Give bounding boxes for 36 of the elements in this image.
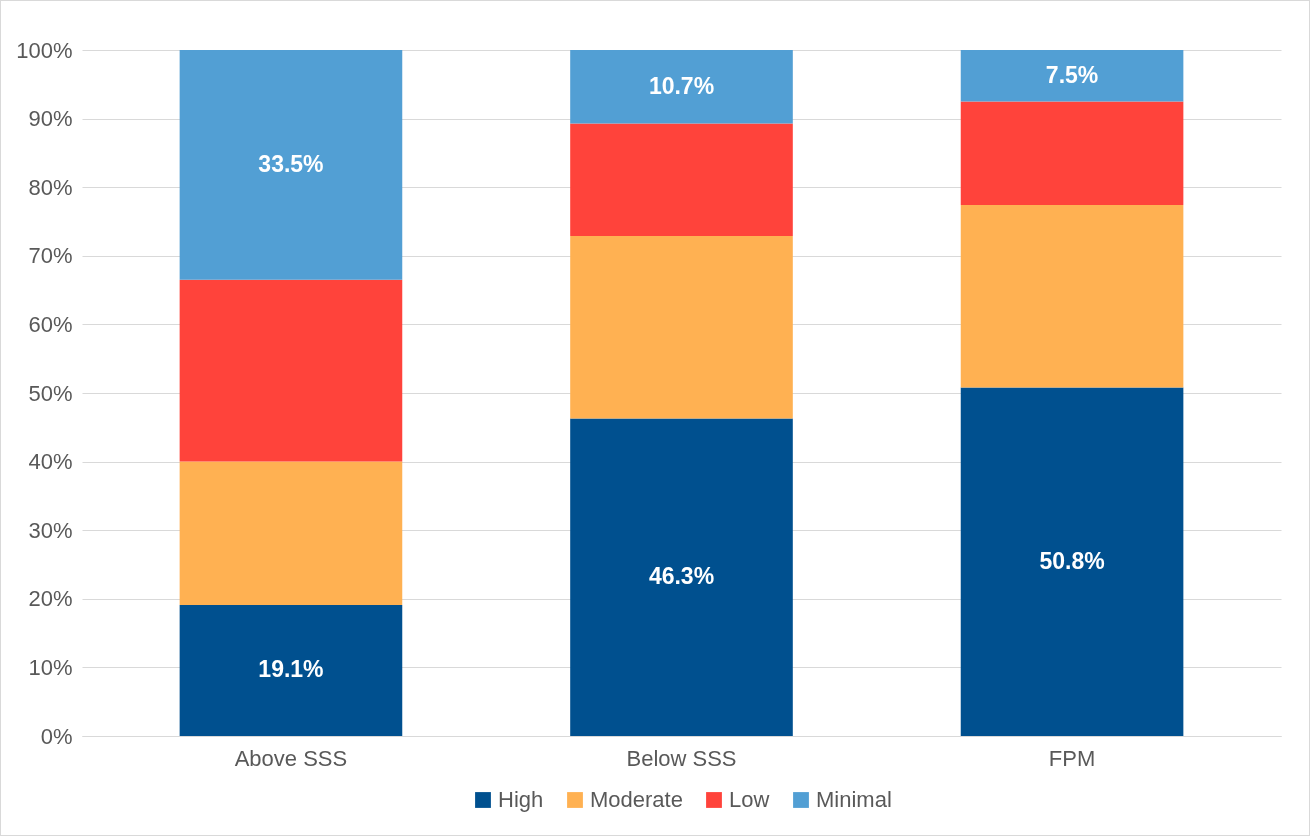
legend-label: Low <box>729 787 770 812</box>
y-tick-label: 0% <box>40 723 73 749</box>
legend-label: High <box>498 787 544 812</box>
bar <box>570 50 793 124</box>
y-tick-label: 90% <box>28 106 73 132</box>
y-tick-label: 70% <box>28 243 73 269</box>
bar <box>179 604 403 736</box>
data-label: 50.8% <box>1039 547 1105 574</box>
bar <box>960 101 1184 206</box>
x-tick-label: FPM <box>1048 745 1096 771</box>
y-tick-label: 80% <box>28 174 73 200</box>
y-tick-label: 60% <box>28 311 73 337</box>
data-label: 46.3% <box>648 563 715 590</box>
bar <box>960 387 1184 736</box>
data-label: 19.1% <box>258 656 324 683</box>
bar <box>179 50 403 280</box>
y-tick-label: 10% <box>28 654 73 680</box>
bar <box>570 418 793 736</box>
x-tick-label: Above SSS <box>234 745 348 771</box>
x-tick-label: Below SSS <box>626 745 737 771</box>
legend-label: Minimal <box>816 787 892 812</box>
bar <box>960 50 1184 102</box>
bar <box>179 461 403 605</box>
data-label: 10.7% <box>648 72 715 99</box>
y-tick-label: 30% <box>28 517 73 543</box>
legend-label: Moderate <box>590 787 683 812</box>
y-tick-label: 40% <box>28 449 73 475</box>
bar <box>570 123 793 236</box>
bar <box>179 279 403 462</box>
data-label: 33.5% <box>258 150 324 177</box>
y-tick-label: 20% <box>28 586 73 612</box>
bar <box>570 235 793 419</box>
y-tick-label: 100% <box>16 37 73 63</box>
y-tick-label: 50% <box>28 380 73 406</box>
data-label: 7.5% <box>1045 61 1099 88</box>
bar <box>960 205 1184 388</box>
